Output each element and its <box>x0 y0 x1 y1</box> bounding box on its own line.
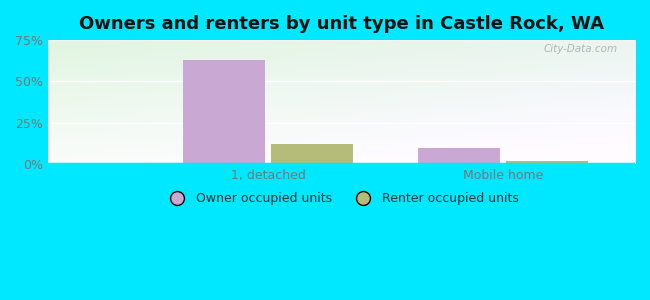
Bar <box>418 148 500 164</box>
Bar <box>506 161 588 164</box>
Legend: Owner occupied units, Renter occupied units: Owner occupied units, Renter occupied un… <box>159 187 523 210</box>
Text: City-Data.com: City-Data.com <box>543 44 618 54</box>
Title: Owners and renters by unit type in Castle Rock, WA: Owners and renters by unit type in Castl… <box>79 15 604 33</box>
Bar <box>183 60 265 164</box>
Bar <box>271 144 353 164</box>
